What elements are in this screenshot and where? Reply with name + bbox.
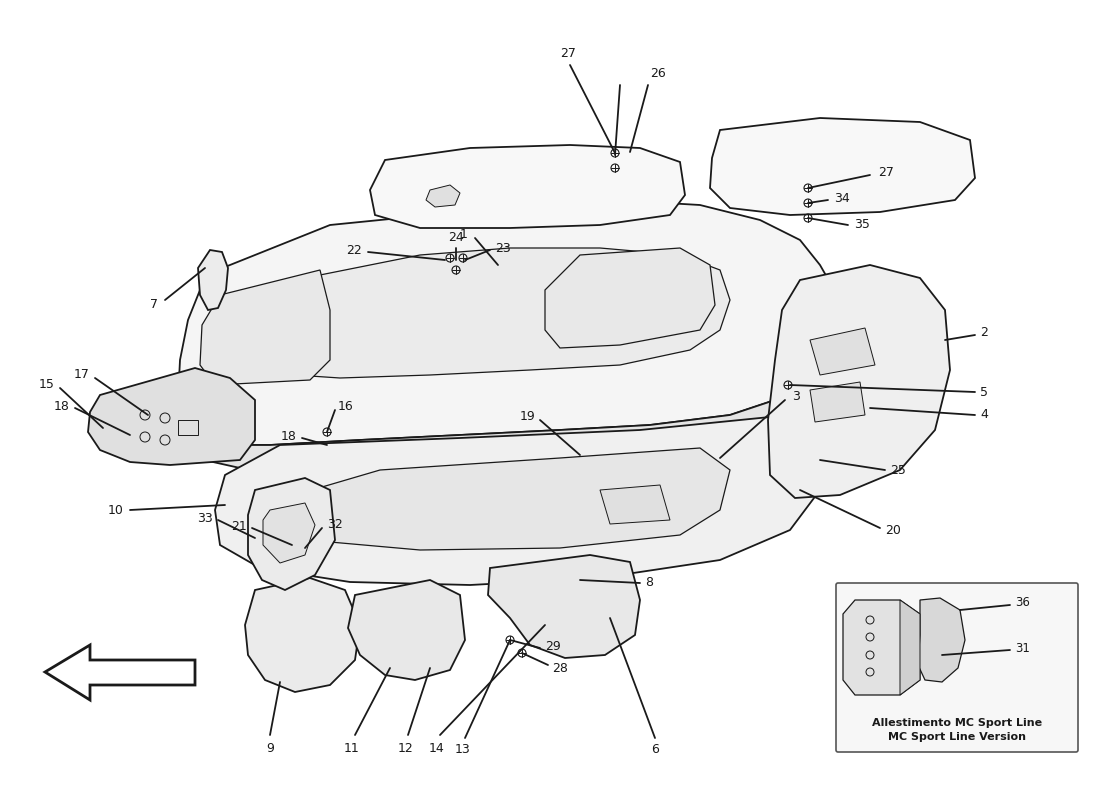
Text: 6: 6 [651,743,659,756]
Text: 10: 10 [108,503,124,517]
Text: 18: 18 [54,399,70,413]
Text: 19: 19 [519,410,535,423]
Text: 11: 11 [344,742,360,755]
Text: 32: 32 [327,518,343,531]
Polygon shape [488,555,640,658]
Text: 18: 18 [282,430,297,442]
Polygon shape [918,598,965,682]
Text: 15: 15 [40,378,55,391]
Polygon shape [810,328,875,375]
Text: 14: 14 [429,742,444,755]
Text: 21: 21 [231,519,248,533]
Text: 13: 13 [455,743,471,756]
Polygon shape [768,265,950,498]
Text: 2: 2 [980,326,988,339]
Text: 29: 29 [544,641,561,654]
Polygon shape [263,503,315,563]
Polygon shape [248,478,336,590]
Text: 24: 24 [448,231,464,244]
Polygon shape [900,600,920,695]
Text: 9: 9 [266,742,274,755]
Text: MC Sport Line Version: MC Sport Line Version [888,732,1026,742]
Polygon shape [200,270,330,385]
Text: 20: 20 [886,523,901,537]
Text: 25: 25 [890,463,906,477]
Polygon shape [600,485,670,524]
Text: Allestimento MC Sport Line: Allestimento MC Sport Line [872,718,1042,728]
Text: 4: 4 [980,409,988,422]
Text: 27: 27 [878,166,894,179]
Text: 7: 7 [150,298,158,310]
Polygon shape [180,395,800,470]
Polygon shape [348,580,465,680]
Polygon shape [426,185,460,207]
Text: 35: 35 [854,218,870,231]
Polygon shape [214,415,820,585]
Text: 17: 17 [74,369,90,382]
Polygon shape [45,645,195,700]
Polygon shape [178,420,198,435]
Text: 28: 28 [552,662,568,674]
Polygon shape [88,368,255,465]
FancyBboxPatch shape [836,583,1078,752]
Polygon shape [198,250,228,310]
Text: 3: 3 [792,390,800,403]
Polygon shape [544,248,715,348]
Text: 31: 31 [1015,642,1030,654]
Polygon shape [810,382,865,422]
Text: 23: 23 [495,242,510,254]
Polygon shape [370,145,685,228]
Text: 36: 36 [1015,597,1030,610]
Polygon shape [710,118,975,215]
Text: 26: 26 [650,67,666,80]
Text: 12: 12 [398,742,414,755]
Text: 5: 5 [980,386,988,398]
Text: 16: 16 [338,399,354,413]
Text: 1: 1 [460,227,467,241]
Polygon shape [843,600,920,695]
Polygon shape [245,578,360,692]
Polygon shape [178,200,840,445]
Text: 34: 34 [834,191,849,205]
Text: 211SPORTS: 211SPORTS [282,398,659,582]
Text: 8: 8 [645,577,653,590]
Polygon shape [300,448,730,550]
Text: 33: 33 [197,511,213,525]
Polygon shape [280,248,730,378]
Text: 22: 22 [346,243,362,257]
Text: 27: 27 [560,47,576,60]
Text: a passion for parts since 1985: a passion for parts since 1985 [314,479,606,601]
